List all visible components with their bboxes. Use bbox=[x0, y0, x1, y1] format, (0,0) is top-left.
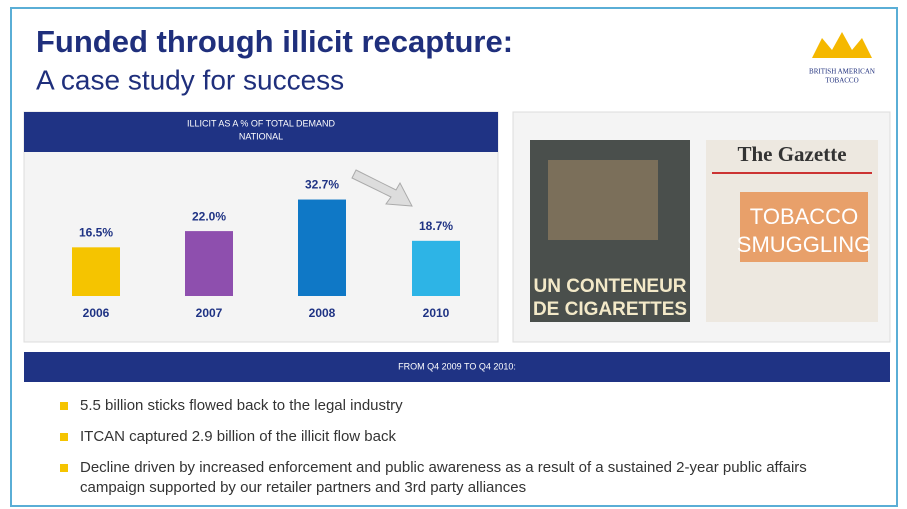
title: Funded through illicit recapture: bbox=[36, 24, 513, 59]
section-header bbox=[24, 352, 890, 382]
value-label: 16.5% bbox=[79, 225, 113, 239]
bar bbox=[298, 199, 346, 296]
bullet-text: Decline driven by increased enforcement … bbox=[80, 459, 807, 496]
logo-text: TOBACCO bbox=[825, 77, 858, 85]
x-tick-label: 2008 bbox=[309, 306, 336, 320]
logo-icon bbox=[812, 32, 872, 58]
clipping-headline: SMUGGLING bbox=[737, 232, 871, 257]
bar bbox=[185, 231, 233, 296]
x-tick-label: 2007 bbox=[196, 306, 223, 320]
clipping-image bbox=[548, 160, 658, 240]
chart-title: ILLICIT AS A % OF TOTAL DEMAND bbox=[187, 118, 336, 128]
bullet: 5.5 billion sticks flowed back to the le… bbox=[56, 396, 836, 416]
x-tick-label: 2010 bbox=[423, 306, 450, 320]
x-tick-label: 2006 bbox=[83, 306, 110, 320]
arrow bbox=[351, 169, 413, 207]
clipping-headline: DE CIGARETTES bbox=[533, 299, 687, 320]
subtitle: A case study for success bbox=[36, 64, 344, 95]
bullet: ITCAN captured 2.9 billion of the illici… bbox=[56, 427, 836, 447]
section-title: FROM Q4 2009 TO Q4 2010: bbox=[398, 361, 516, 371]
clipping-headline: UN CONTENEUR bbox=[533, 276, 686, 297]
bullet-text: 5.5 billion sticks flowed back to the le… bbox=[80, 397, 403, 414]
bar bbox=[72, 247, 120, 296]
bullet-marker bbox=[60, 433, 68, 441]
bullet: Decline driven by increased enforcement … bbox=[56, 458, 836, 498]
masthead: The Gazette bbox=[737, 142, 846, 166]
headline-bg bbox=[740, 192, 868, 262]
value-label: 18.7% bbox=[419, 219, 453, 233]
bar bbox=[412, 240, 460, 296]
bullet-marker bbox=[60, 402, 68, 410]
chart-title: NATIONAL bbox=[239, 131, 283, 141]
logo-text: BRITISH AMERICAN bbox=[809, 68, 875, 76]
bullet-marker bbox=[60, 464, 68, 472]
bullet-text: ITCAN captured 2.9 billion of the illici… bbox=[80, 428, 396, 445]
rule bbox=[712, 172, 872, 174]
clipping-headline: TOBACCO bbox=[750, 204, 858, 229]
value-label: 22.0% bbox=[192, 209, 226, 223]
value-label: 32.7% bbox=[305, 178, 339, 192]
chart-header bbox=[24, 112, 498, 152]
bullet-list: 5.5 billion sticks flowed back to the le… bbox=[56, 396, 836, 509]
